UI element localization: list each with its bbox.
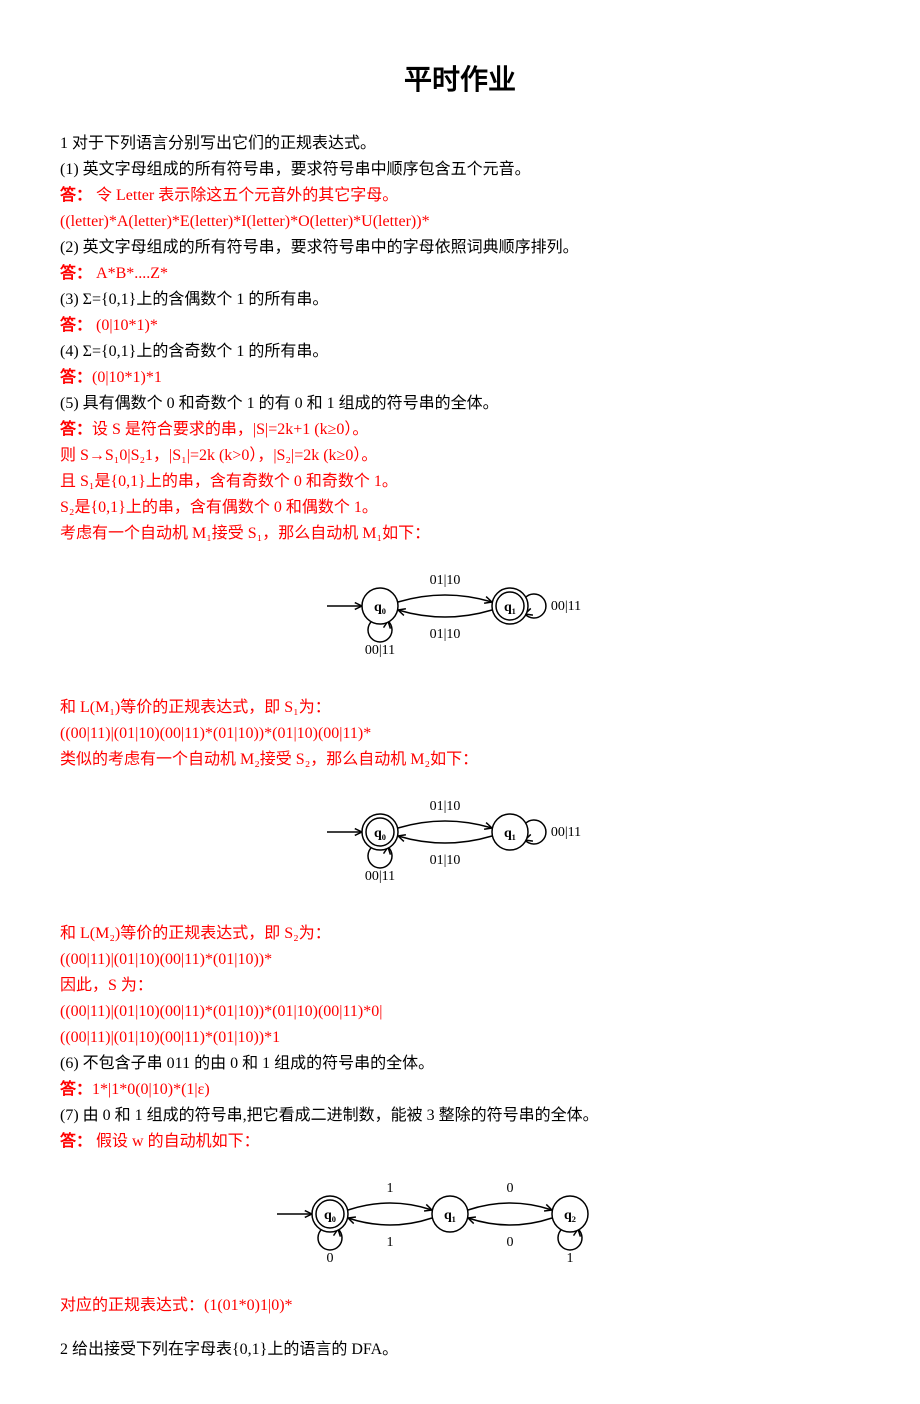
q1-4-question: (4) Σ={0,1}上的含奇数个 1 的所有串。	[60, 340, 860, 364]
svg-text:01|10: 01|10	[430, 799, 461, 814]
q1-7-question: (7) 由 0 和 1 组成的符号串,把它看成二进制数，能被 3 整除的符号串的…	[60, 1104, 860, 1128]
q1-5-expr: ((00|11)|(01|10)(00|11)*(01|10))*1	[60, 1026, 860, 1050]
svg-text:q₁: q₁	[504, 826, 516, 841]
answer-text: 令 Letter 表示除这五个元音外的其它字母。	[92, 187, 398, 204]
svg-text:q₀: q₀	[374, 600, 386, 615]
automaton-m2-diagram: 01|10 01|10 00|11 00|11 q₀ q₁	[280, 782, 640, 912]
q1-5-answer: 答：设 S 是符合要求的串，|S|=2k+1 (k≥0）。	[60, 418, 860, 442]
svg-text:0: 0	[327, 1251, 334, 1266]
q1-5-line: 则 S→S₁0|S₂1，|S₁|=2k (k>0），|S₂|=2k (k≥0）。	[60, 444, 860, 468]
svg-text:q₀: q₀	[374, 826, 386, 841]
answer-text: 设 S 是符合要求的串，|S|=2k+1 (k≥0）。	[92, 421, 368, 438]
q1-5-expr: ((00|11)|(01|10)(00|11)*(01|10))*(01|10)…	[60, 1000, 860, 1024]
svg-text:q₂: q₂	[564, 1208, 576, 1223]
q1-intro: 1 对于下列语言分别写出它们的正规表达式。	[60, 132, 860, 156]
svg-text:1: 1	[387, 1235, 394, 1250]
q1-7-answer: 答： 假设 w 的自动机如下：	[60, 1130, 860, 1154]
svg-text:00|11: 00|11	[551, 599, 581, 614]
answer-text: (0|10*1)*1	[92, 369, 162, 386]
q1-5-line: 类似的考虑有一个自动机 M₂接受 S₂，那么自动机 M₂如下：	[60, 748, 860, 772]
answer-label: 答：	[60, 1133, 92, 1150]
automaton-m3-diagram: 1 1 0 0 0 1 q₀ q₁ q₂	[260, 1164, 660, 1284]
answer-text: 1*|1*0(0|10)*(1|ε)	[92, 1081, 210, 1098]
q2-intro: 2 给出接受下列在字母表{0,1}上的语言的 DFA。	[60, 1338, 860, 1362]
svg-text:1: 1	[567, 1251, 574, 1266]
q1-1-expr: ((letter)*A(letter)*E(letter)*I(letter)*…	[60, 210, 860, 234]
svg-text:0: 0	[507, 1235, 514, 1250]
answer-label: 答：	[60, 1081, 92, 1098]
q1-5-line: 因此，S 为：	[60, 974, 860, 998]
svg-text:01|10: 01|10	[430, 853, 461, 868]
q1-5-expr: ((00|11)|(01|10)(00|11)*(01|10))*(01|10)…	[60, 722, 860, 746]
svg-text:00|11: 00|11	[365, 869, 395, 884]
answer-label: 答：	[60, 317, 92, 334]
q1-3-answer: 答： (0|10*1)*	[60, 314, 860, 338]
answer-text: (0|10*1)*	[92, 317, 158, 334]
q1-5-question: (5) 具有偶数个 0 和奇数个 1 的有 0 和 1 组成的符号串的全体。	[60, 392, 860, 416]
svg-text:01|10: 01|10	[430, 573, 461, 588]
answer-text: 假设 w 的自动机如下：	[92, 1133, 260, 1150]
page-title: 平时作业	[60, 60, 860, 102]
q1-5-line: 和 L(M₁)等价的正规表达式，即 S₁为：	[60, 696, 860, 720]
q1-1-question: (1) 英文字母组成的所有符号串，要求符号串中顺序包含五个元音。	[60, 158, 860, 182]
answer-label: 答：	[60, 421, 92, 438]
svg-text:q₀: q₀	[324, 1208, 336, 1223]
q1-5-line: 考虑有一个自动机 M₁接受 S₁，那么自动机 M₁如下：	[60, 522, 860, 546]
q1-5-line: S₂是{0,1}上的串，含有偶数个 0 和偶数个 1。	[60, 496, 860, 520]
answer-text: A*B*....Z*	[92, 265, 168, 282]
q1-5-line: 和 L(M₂)等价的正规表达式，即 S₂为：	[60, 922, 860, 946]
svg-text:1: 1	[387, 1181, 394, 1196]
q1-3-question: (3) Σ={0,1}上的含偶数个 1 的所有串。	[60, 288, 860, 312]
svg-text:00|11: 00|11	[551, 825, 581, 840]
answer-label: 答：	[60, 187, 92, 204]
q1-5-line: 且 S₁是{0,1}上的串，含有奇数个 0 和奇数个 1。	[60, 470, 860, 494]
q1-4-answer: 答：(0|10*1)*1	[60, 366, 860, 390]
svg-text:00|11: 00|11	[365, 643, 395, 658]
q1-6-question: (6) 不包含子串 011 的由 0 和 1 组成的符号串的全体。	[60, 1052, 860, 1076]
q1-2-question: (2) 英文字母组成的所有符号串，要求符号串中的字母依照词典顺序排列。	[60, 236, 860, 260]
answer-label: 答：	[60, 369, 92, 386]
svg-text:0: 0	[507, 1181, 514, 1196]
automaton-m1-diagram: 01|10 01|10 00|11 00|11 q₀ q₁	[280, 556, 640, 686]
q1-6-answer: 答：1*|1*0(0|10)*(1|ε)	[60, 1078, 860, 1102]
q1-5-expr: ((00|11)|(01|10)(00|11)*(01|10))*	[60, 948, 860, 972]
q1-7-expr: 对应的正规表达式：(1(01*0)1|0)*	[60, 1294, 860, 1318]
svg-text:q₁: q₁	[504, 600, 516, 615]
answer-label: 答：	[60, 265, 92, 282]
svg-text:01|10: 01|10	[430, 627, 461, 642]
svg-text:q₁: q₁	[444, 1208, 456, 1223]
q1-1-answer: 答： 令 Letter 表示除这五个元音外的其它字母。	[60, 184, 860, 208]
q1-2-answer: 答： A*B*....Z*	[60, 262, 860, 286]
